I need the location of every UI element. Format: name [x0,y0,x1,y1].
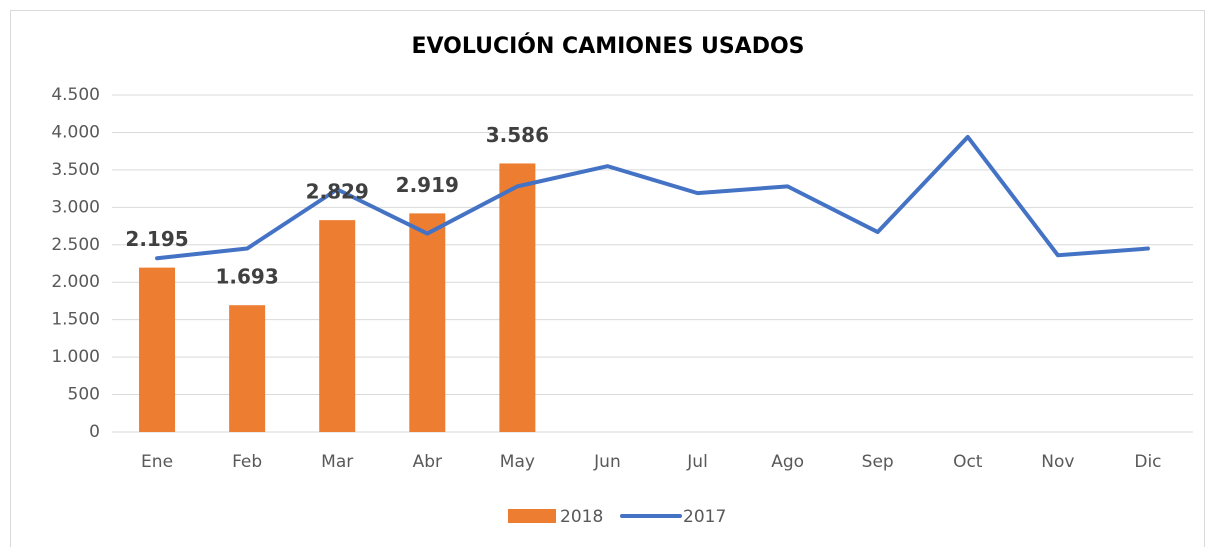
data-label: 2.195 [125,227,188,251]
y-tick-label: 2.500 [51,235,100,255]
x-tick-label: Ene [141,452,173,472]
y-tick-label: 4.500 [51,85,100,105]
y-tick-label: 1.000 [51,347,100,367]
y-tick-label: 4.000 [51,122,100,142]
chart-border [10,10,1205,547]
data-label: 3.586 [486,123,549,147]
x-tick-label: May [500,452,535,472]
data-label: 1.693 [215,265,278,289]
bar [139,267,176,432]
bar [229,305,266,432]
x-tick-label: Jun [593,452,621,472]
x-tick-label: Oct [953,452,983,472]
x-tick-label: Sep [862,452,894,472]
legend-label: 2017 [683,507,726,527]
legend-swatch [508,509,556,523]
x-tick-label: Mar [321,452,353,472]
y-tick-label: 3.500 [51,160,100,180]
bar [319,220,356,432]
x-tick-label: Feb [232,452,262,472]
y-tick-label: 2.000 [51,272,100,292]
x-tick-label: Jul [686,452,708,472]
line [155,134,1150,261]
y-tick-label: 500 [68,385,100,405]
y-tick-label: 1.500 [51,310,100,330]
bar [499,163,536,433]
x-tick-label: Abr [413,452,442,472]
legend-label: 2018 [560,507,603,527]
x-tick-label: Dic [1134,452,1161,472]
data-label: 2.829 [306,180,369,204]
y-tick-label: 0 [89,422,100,442]
chart-title: EVOLUCIÓN CAMIONES USADOS [411,33,804,59]
bar [409,213,446,432]
y-tick-label: 3.000 [51,197,100,217]
data-label: 2.919 [396,173,459,197]
x-tick-label: Ago [771,452,804,472]
x-tick-label: Nov [1041,452,1074,472]
